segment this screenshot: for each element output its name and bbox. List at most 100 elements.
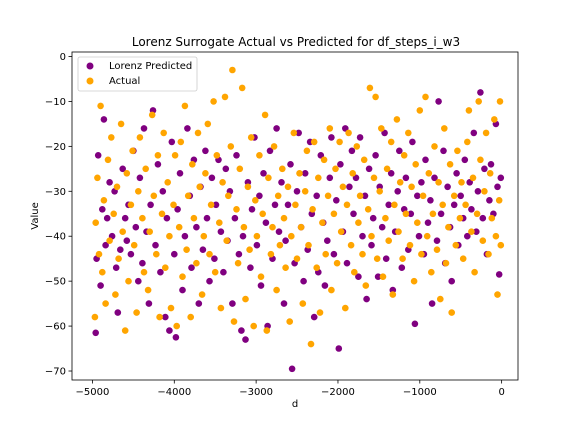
- data-point: [198, 291, 206, 298]
- data-point: [119, 165, 126, 173]
- data-point: [301, 188, 309, 195]
- data-point: [415, 232, 423, 240]
- data-point: [343, 201, 351, 209]
- data-point: [168, 138, 176, 146]
- data-point: [368, 241, 375, 249]
- data-point: [247, 134, 255, 141]
- data-point: [267, 250, 275, 258]
- legend-label-predicted: Lorenz Predicted: [109, 61, 192, 72]
- data-point: [97, 102, 104, 110]
- data-point: [217, 304, 225, 312]
- data-point: [199, 246, 207, 253]
- y-axis-label: Value: [30, 202, 41, 229]
- data-point: [153, 250, 160, 258]
- data-point: [396, 179, 404, 186]
- data-point: [139, 259, 146, 267]
- data-point: [139, 214, 146, 222]
- data-point: [135, 188, 142, 195]
- data-point: [326, 174, 334, 182]
- data-point: [387, 138, 395, 146]
- data-point: [346, 183, 353, 191]
- y-tick-label: −60: [45, 322, 66, 333]
- data-point: [103, 214, 111, 222]
- data-point: [414, 192, 421, 200]
- data-point: [477, 156, 484, 164]
- data-point: [160, 129, 167, 137]
- data-point: [220, 268, 227, 276]
- data-point: [148, 111, 156, 119]
- data-point: [422, 156, 429, 164]
- data-point: [299, 300, 307, 307]
- data-point: [351, 268, 358, 276]
- data-point: [190, 214, 198, 222]
- x-tick-label: −1000: [403, 387, 437, 398]
- data-point: [310, 138, 318, 146]
- data-point: [129, 147, 136, 155]
- data-point: [211, 268, 219, 276]
- data-point: [256, 152, 263, 159]
- data-point: [102, 300, 109, 307]
- data-point: [477, 89, 484, 96]
- data-point: [402, 210, 410, 218]
- data-point: [144, 286, 152, 294]
- data-point: [181, 232, 189, 240]
- data-point: [368, 232, 375, 240]
- data-point: [423, 232, 431, 240]
- data-point: [337, 161, 344, 168]
- data-point: [106, 237, 113, 244]
- data-point: [365, 165, 373, 173]
- data-point: [350, 210, 357, 218]
- data-point: [206, 277, 213, 285]
- data-point: [179, 286, 186, 294]
- data-point: [112, 264, 120, 272]
- data-point: [383, 165, 391, 173]
- data-point: [495, 197, 503, 204]
- data-point: [305, 241, 312, 249]
- data-point: [222, 165, 230, 173]
- plot-frame: [71, 51, 519, 381]
- data-point: [156, 313, 163, 321]
- data-point: [400, 152, 408, 159]
- data-point: [94, 174, 101, 182]
- data-point: [407, 210, 415, 218]
- data-point: [468, 206, 475, 213]
- data-point: [92, 219, 99, 226]
- data-point: [200, 232, 208, 240]
- data-point: [428, 300, 436, 307]
- data-point: [385, 201, 393, 209]
- data-point: [418, 250, 425, 258]
- data-point: [431, 174, 438, 182]
- data-point: [108, 134, 115, 141]
- x-tick-label: 0: [498, 387, 504, 398]
- data-point: [356, 134, 364, 141]
- data-point: [262, 219, 270, 226]
- data-point: [181, 102, 189, 110]
- y-tick-label: −30: [45, 187, 66, 198]
- data-point: [290, 129, 298, 137]
- data-point: [297, 223, 305, 231]
- data-point: [454, 147, 461, 155]
- data-point: [211, 255, 218, 262]
- data-point: [97, 282, 104, 289]
- data-point: [279, 165, 286, 173]
- data-point: [146, 228, 153, 235]
- data-point: [287, 161, 294, 168]
- data-point: [123, 237, 131, 244]
- data-point: [265, 174, 272, 182]
- data-point: [448, 309, 456, 316]
- data-point: [385, 237, 393, 244]
- data-point: [150, 192, 158, 200]
- data-point: [217, 228, 225, 235]
- data-point: [433, 246, 441, 253]
- data-point: [481, 188, 488, 195]
- data-point: [163, 214, 171, 222]
- data-point: [164, 179, 171, 186]
- data-point: [123, 170, 131, 177]
- data-point: [453, 170, 460, 177]
- data-point: [435, 179, 442, 186]
- data-point: [225, 192, 232, 200]
- data-point: [206, 250, 213, 258]
- data-point: [370, 174, 378, 182]
- data-point: [195, 300, 203, 307]
- data-point: [162, 313, 169, 321]
